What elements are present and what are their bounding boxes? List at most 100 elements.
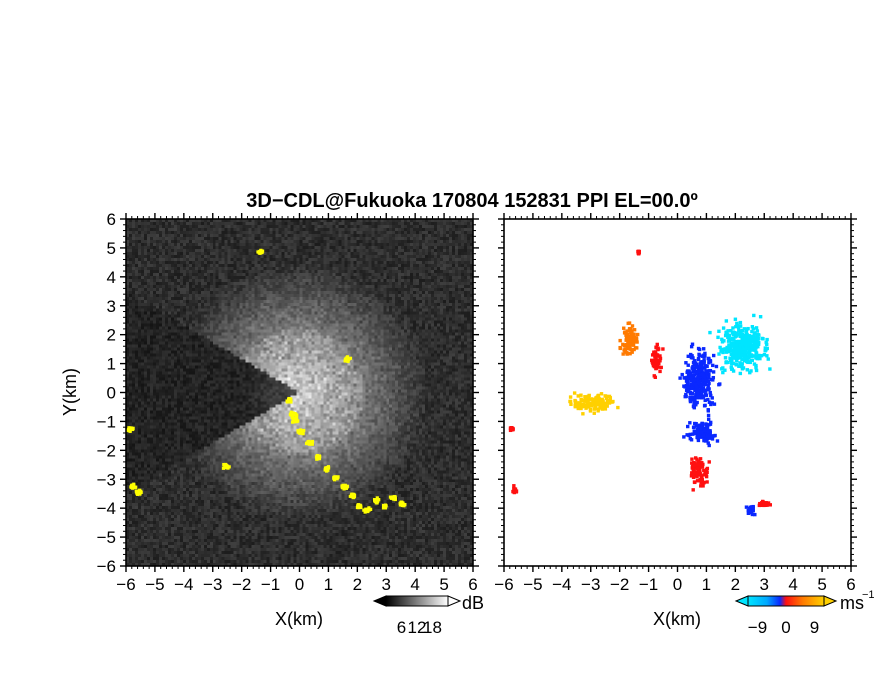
velocity-cell (696, 392, 700, 396)
echo-cell (298, 428, 303, 432)
velocity-cell (616, 405, 620, 410)
velocity-cell (704, 435, 709, 440)
velocity-cell (692, 474, 697, 478)
velocity-cell (749, 337, 753, 342)
velocity-cell (744, 327, 749, 332)
velocity-cell (694, 365, 698, 369)
velocity-cell (765, 354, 769, 358)
velocity-cell (747, 351, 751, 355)
velocity-cell (584, 406, 588, 410)
velocity-cell (745, 357, 749, 361)
velocity-cell (711, 370, 716, 374)
velocity-cell (628, 352, 632, 356)
velocity-cell (764, 348, 768, 352)
velocity-cell (626, 321, 630, 326)
velocity-cell (624, 343, 629, 347)
velocity-cell (701, 382, 705, 387)
velocity-cell (735, 358, 739, 363)
echo-cell (352, 493, 357, 497)
velocity-cell (701, 484, 705, 488)
velocity-cell (700, 364, 704, 368)
velocity-cell (742, 349, 746, 354)
velocity-cell (753, 512, 757, 517)
velocity-cell (739, 355, 743, 360)
velocity-cell (709, 377, 713, 382)
velocity-cell (745, 342, 749, 346)
x-tick-label: −5 (523, 575, 542, 594)
velocity-cell (692, 405, 696, 409)
velocity-cell (618, 338, 622, 343)
velocity-cell (708, 330, 712, 335)
x-tick-label: −6 (494, 575, 513, 594)
echo-cell (307, 440, 312, 444)
velocity-cell (707, 460, 711, 464)
velocity-cell (708, 422, 713, 426)
velocity-colorbar-tick: 9 (810, 618, 819, 637)
velocity-cell (512, 487, 516, 491)
echo-cell (134, 490, 139, 494)
velocity-cell (691, 364, 695, 369)
echo-cell (346, 359, 350, 364)
echo-cell (388, 495, 393, 499)
velocity-cell (762, 503, 766, 508)
velocity-cell (756, 337, 760, 341)
x-tick-label: −1 (639, 575, 658, 594)
velocity-cell (700, 482, 704, 486)
velocity-cell (708, 420, 713, 425)
velocity-cell (725, 330, 729, 334)
velocity-cell (748, 505, 752, 510)
velocity-cell (750, 505, 755, 509)
x-tick-label: 6 (846, 575, 855, 594)
velocity-cell (607, 401, 612, 405)
velocity-cell (708, 436, 712, 440)
velocity-cell (691, 488, 695, 492)
velocity-cell (687, 386, 691, 390)
velocity-cell (655, 353, 660, 357)
velocity-cell (706, 441, 710, 445)
velocity-cell (702, 438, 707, 442)
velocity-cell (733, 341, 738, 346)
velocity-cell (586, 404, 591, 408)
velocity-cell (596, 402, 600, 407)
velocity-cell (704, 389, 708, 393)
velocity-cell (699, 484, 703, 488)
velocity-cell (745, 368, 750, 372)
echo-cell (292, 418, 296, 422)
velocity-cell (731, 354, 735, 358)
velocity-cell (704, 467, 709, 472)
velocity-cell (720, 340, 725, 344)
velocity-cell (696, 436, 700, 441)
velocity-cell (750, 358, 755, 363)
velocity-cell (626, 340, 630, 344)
velocity-cell (579, 397, 583, 402)
velocity-cell (702, 358, 706, 362)
velocity-cell (738, 371, 743, 376)
velocity-cell (706, 417, 711, 422)
velocity-cell (723, 347, 728, 351)
velocity-cell (706, 387, 710, 392)
velocity-cell (741, 346, 746, 351)
velocity-cell (705, 426, 710, 430)
velocity-cell (696, 368, 700, 372)
velocity-cell (684, 392, 688, 397)
echo-cell (307, 442, 311, 446)
echo-cell (315, 453, 319, 458)
velocity-cell (753, 331, 757, 336)
velocity-cell (622, 326, 626, 330)
velocity-cell (579, 393, 583, 397)
x-tick-label: 5 (817, 575, 826, 594)
velocity-cell (658, 369, 662, 374)
x-tick-label: −3 (581, 575, 600, 594)
velocity-cell (727, 343, 731, 347)
velocity-cell (631, 343, 635, 347)
velocity-cell (691, 360, 696, 365)
velocity-cell (754, 365, 758, 370)
velocity-cell (732, 331, 737, 336)
velocity-cell (618, 345, 622, 350)
velocity-cell (705, 364, 709, 369)
velocity-cell (629, 326, 633, 331)
velocity-cell (627, 345, 632, 349)
velocity-cell (709, 434, 714, 438)
velocity-cell (598, 399, 602, 404)
velocity-cell (750, 325, 755, 329)
